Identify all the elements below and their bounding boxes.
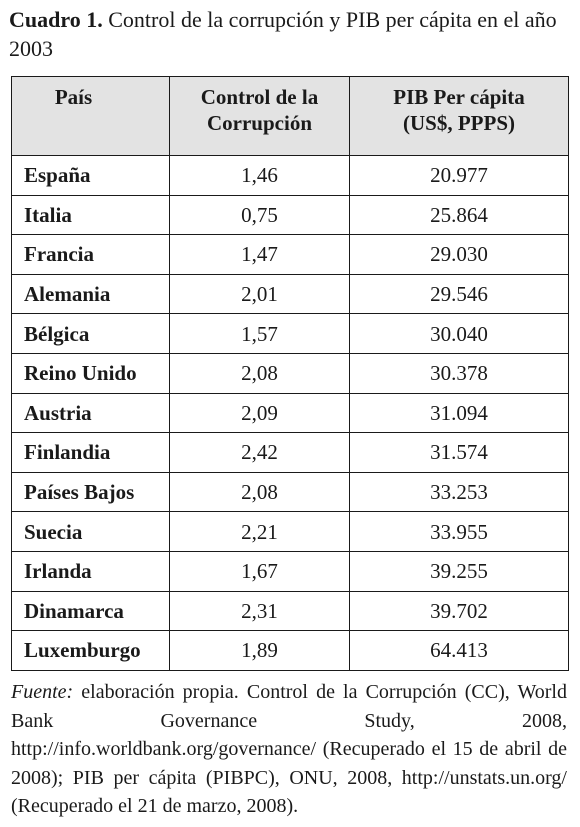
cell-control: 2,31: [169, 590, 350, 632]
cell-control: 2,08: [169, 352, 350, 394]
table-body: España 1,46 20.977 Italia 0,75 25.864 Francia 1…: [11, 155, 569, 671]
cell-pib: 25.864: [349, 194, 569, 236]
header-pib: PIB Per cápita (US$, PPPS): [349, 76, 569, 156]
cell-pib: 29.546: [349, 273, 569, 315]
table-row: Suecia 2,21 33.955: [11, 511, 569, 552]
table-row: Finlandia 2,42 31.574: [11, 432, 569, 473]
cell-country: Austria: [11, 392, 170, 434]
cell-pib: 64.413: [349, 630, 569, 671]
header-control: Control de la Corrupción: [169, 76, 350, 156]
table-row: Reino Unido 2,08 30.378: [11, 352, 569, 394]
cell-control: 2,08: [169, 471, 350, 513]
cell-control: 2,01: [169, 273, 350, 315]
caption-text: Control de la corrupción y PIB per cápit…: [9, 7, 557, 61]
data-table: País Control de la Corrupción PIB Per cá…: [11, 76, 569, 671]
cell-control: 2,42: [169, 432, 350, 473]
cell-country: Finlandia: [11, 432, 170, 473]
cell-country: Dinamarca: [11, 590, 170, 632]
cell-country: Italia: [11, 194, 170, 236]
cell-control: 1,67: [169, 550, 350, 592]
source-label: Fuente:: [11, 681, 74, 703]
cell-country: Francia: [11, 234, 170, 275]
cell-pib: 33.253: [349, 471, 569, 513]
cell-country: España: [11, 155, 170, 196]
header-country: País: [11, 76, 170, 156]
table-row: Luxemburgo 1,89 64.413: [11, 630, 569, 671]
cell-country: Reino Unido: [11, 352, 170, 394]
table-row: Austria 2,09 31.094: [11, 392, 569, 434]
table-header: País Control de la Corrupción PIB Per cá…: [11, 76, 569, 156]
table-row: Irlanda 1,67 39.255: [11, 550, 569, 592]
cell-country: Irlanda: [11, 550, 170, 592]
cell-pib: 31.094: [349, 392, 569, 434]
cell-pib: 29.030: [349, 234, 569, 275]
cell-country: Luxemburgo: [11, 630, 170, 671]
cell-pib: 30.378: [349, 352, 569, 394]
table-row: Bélgica 1,57 30.040: [11, 313, 569, 354]
header-pib-line2: (US$, PPPS): [403, 111, 515, 135]
cell-control: 2,21: [169, 511, 350, 552]
cell-country: Suecia: [11, 511, 170, 552]
header-row: País Control de la Corrupción PIB Per cá…: [11, 76, 569, 156]
table-row: Italia 0,75 25.864: [11, 194, 569, 236]
cell-country: Países Bajos: [11, 471, 170, 513]
table-row: España 1,46 20.977: [11, 155, 569, 196]
header-pib-line1: PIB Per cápita: [393, 85, 525, 109]
cell-control: 1,89: [169, 630, 350, 671]
cell-country: Alemania: [11, 273, 170, 315]
cell-pib: 31.574: [349, 432, 569, 473]
table-row: Alemania 2,01 29.546: [11, 273, 569, 315]
cell-control: 2,09: [169, 392, 350, 434]
cell-control: 1,47: [169, 234, 350, 275]
cell-pib: 20.977: [349, 155, 569, 196]
cell-control: 1,57: [169, 313, 350, 354]
cell-control: 0,75: [169, 194, 350, 236]
source-text: elaboración propia. Control de la Corrup…: [11, 681, 567, 817]
cell-pib: 30.040: [349, 313, 569, 354]
table-row: Dinamarca 2,31 39.702: [11, 590, 569, 632]
table-caption: Cuadro 1. Control de la corrupción y PIB…: [9, 5, 575, 63]
cell-pib: 33.955: [349, 511, 569, 552]
cell-control: 1,46: [169, 155, 350, 196]
table-row: Francia 1,47 29.030: [11, 234, 569, 275]
caption-label: Cuadro 1.: [9, 7, 103, 32]
cell-pib: 39.255: [349, 550, 569, 592]
table-row: Países Bajos 2,08 33.253: [11, 471, 569, 513]
source-note: Fuente: elaboración propia. Control de l…: [11, 678, 567, 821]
cell-pib: 39.702: [349, 590, 569, 632]
cell-country: Bélgica: [11, 313, 170, 354]
